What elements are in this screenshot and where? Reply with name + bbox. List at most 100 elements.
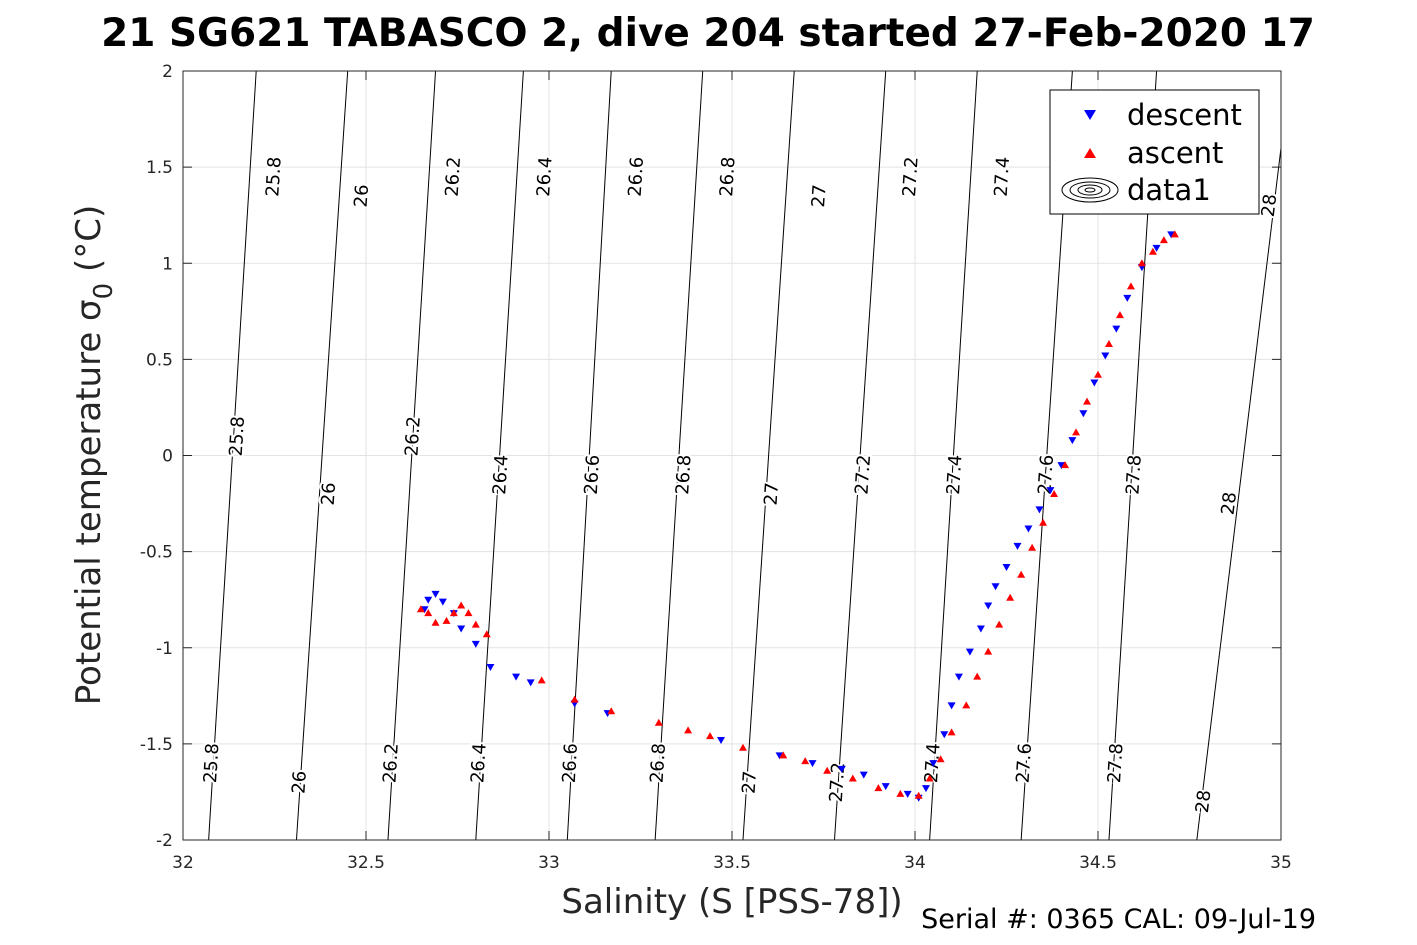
legend-ascent-marker (1084, 148, 1096, 158)
ascent-point (1061, 461, 1070, 469)
y-tick-label: 0 (162, 447, 173, 467)
contour-label: 27.4 (943, 454, 966, 495)
y-axis-label-main: Potential temperature (69, 321, 109, 705)
axis-ticks: 32 32.5 33 33.5 34 34.5 35 -2 -1.5 -1 -0.5 0 0.5 1 1.5… (140, 62, 1292, 873)
ascent-point (738, 743, 747, 751)
descent-point (881, 783, 890, 791)
ascent-point (570, 695, 579, 703)
legend-data1-label: data1 (1127, 173, 1211, 207)
descent-point (717, 737, 726, 745)
legend-ascent-label: ascent (1127, 136, 1223, 170)
descent-point (438, 598, 447, 606)
ascent-point (1148, 247, 1157, 255)
ascent-point (848, 774, 857, 782)
x-axis-label: Salinity (S [PSS-78]) (561, 882, 902, 922)
x-tick-label: 34.5 (1079, 853, 1117, 873)
contour-label: 27.8 (1104, 742, 1127, 783)
contour-label: 26.6 (559, 742, 582, 783)
ascent-point (914, 791, 923, 799)
ascent-point (1083, 397, 1092, 405)
contour-line-26-6 (566, 70, 612, 841)
contour-line-28 (1196, 147, 1282, 841)
descent-point (837, 765, 846, 773)
ascent-point (779, 751, 788, 759)
y-axis-label-sigma: σ (69, 299, 109, 321)
ascent-point (1159, 236, 1168, 244)
ascent-point (973, 672, 982, 680)
descent-point (947, 702, 956, 710)
data-series (416, 230, 1179, 802)
contour-label: 26.8 (716, 156, 739, 197)
descent-point (1090, 379, 1099, 387)
ascent-point (449, 609, 458, 617)
y-tick-label: -2 (156, 831, 173, 851)
ascent-point (947, 728, 956, 736)
descent-point (1112, 325, 1121, 333)
contour-label: 25.8 (262, 156, 285, 197)
ascent-point (823, 766, 832, 774)
ascent-point (1028, 543, 1037, 551)
descent-point (1013, 542, 1022, 550)
contour-label: 26.4 (489, 454, 512, 495)
ascent-point (925, 774, 934, 782)
descent-point (1079, 410, 1088, 418)
y-tick-label: 1 (162, 254, 173, 274)
legend-descent-marker (1084, 110, 1096, 120)
ascent-point (416, 605, 425, 613)
chart-title: 21 SG621 TABASCO 2, dive 204 started 27-… (101, 11, 1315, 56)
y-tick-label: -1.5 (140, 735, 173, 755)
y-axis-label: Potential temperature σ0 (°C) (69, 205, 119, 705)
legend-contour-icon (1061, 177, 1119, 203)
ascent-point (424, 609, 433, 617)
ascent-point (995, 620, 1004, 628)
descent-point (1024, 525, 1033, 533)
ascent-point (607, 707, 616, 715)
contour-label: 28 (1217, 491, 1241, 516)
ascent-point (1137, 259, 1146, 267)
descent-point (1035, 506, 1044, 514)
descent-point (431, 590, 440, 598)
ascent-point (1094, 370, 1102, 378)
contour-line-25-8 (208, 70, 257, 841)
contour-label: 26 (318, 482, 340, 506)
contour-label: 25.8 (226, 416, 249, 457)
ascent-point (482, 630, 491, 638)
contour-line-26-2 (387, 70, 437, 841)
ascent-point (801, 757, 810, 765)
ascent-point (706, 732, 715, 740)
contour-label: 27.2 (899, 156, 923, 197)
contour-label: 26.6 (581, 454, 604, 495)
contour-label: 26.8 (647, 742, 670, 783)
descent-point (991, 583, 1000, 591)
ascent-point (1104, 339, 1113, 347)
ascent-point (457, 601, 466, 609)
contour-label: 25.8 (200, 742, 223, 783)
descent-point (976, 625, 985, 633)
y-axis-label-unit: (°C) (69, 205, 109, 283)
legend: descent ascent data1 (1049, 89, 1260, 215)
ascent-point (464, 609, 473, 617)
descent-point (808, 760, 817, 768)
descent-point (921, 785, 930, 793)
ascent-point (874, 784, 883, 792)
x-tick-label: 33 (538, 853, 560, 873)
ascent-point (471, 620, 480, 628)
ascent-point (1039, 518, 1048, 526)
descent-point (424, 596, 433, 604)
x-tick-label: 34 (904, 853, 926, 873)
descent-point (1057, 462, 1066, 470)
contour-label: 27.2 (826, 762, 850, 803)
ascent-point (431, 618, 440, 626)
ascent-point (1072, 428, 1081, 436)
contour-line-26-8 (654, 70, 704, 841)
ascent-point (684, 726, 693, 734)
contour-label: 26 (288, 770, 310, 794)
ascent-point (442, 616, 451, 624)
ascent-point (1115, 311, 1124, 319)
ascent-point (654, 718, 663, 726)
contour-line-27-2 (833, 70, 887, 841)
contour-label: 26.2 (379, 742, 402, 783)
descent-point (1068, 437, 1077, 445)
serial-cal-footer: Serial #: 0365 CAL: 09-Jul-19 (921, 904, 1316, 935)
